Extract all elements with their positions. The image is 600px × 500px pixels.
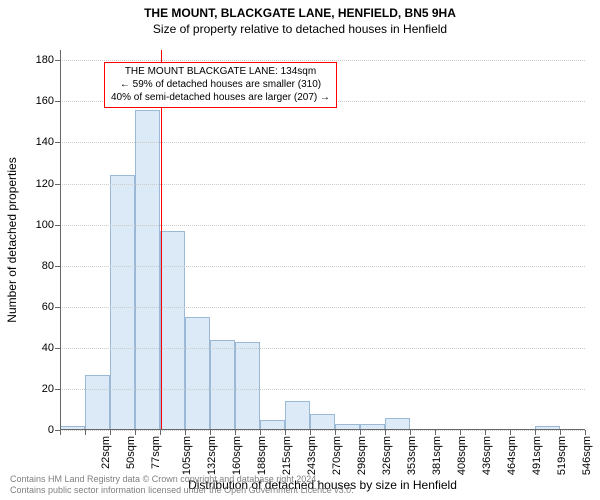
- bar: [285, 401, 310, 430]
- x-tick-mark: [85, 430, 86, 435]
- y-tick-label: 0: [48, 424, 60, 436]
- x-tick-mark: [135, 430, 136, 435]
- x-tick-label: 50sqm: [125, 436, 137, 469]
- bar: [135, 110, 160, 430]
- x-tick-label: 77sqm: [150, 436, 162, 469]
- x-tick-mark: [435, 430, 436, 435]
- x-tick-mark: [110, 430, 111, 435]
- y-tick-label: 80: [42, 260, 60, 272]
- x-tick-mark: [185, 430, 186, 435]
- x-tick-label: 353sqm: [406, 436, 418, 475]
- bar: [210, 340, 235, 430]
- bar: [310, 414, 335, 430]
- gridline: [60, 430, 585, 431]
- plot-region: THE MOUNT BLACKGATE LANE: 134sqm ← 59% o…: [60, 50, 585, 430]
- x-tick-label: 132sqm: [206, 436, 218, 475]
- x-tick-mark: [385, 430, 386, 435]
- bar: [85, 375, 110, 430]
- y-tick-label: 180: [36, 54, 60, 66]
- bar: [110, 175, 135, 430]
- x-tick-label: 160sqm: [231, 436, 243, 475]
- x-tick-label: 436sqm: [481, 436, 493, 475]
- gridline: [60, 225, 585, 226]
- x-tick-mark: [510, 430, 511, 435]
- x-tick-mark: [485, 430, 486, 435]
- chart-title: THE MOUNT, BLACKGATE LANE, HENFIELD, BN5…: [0, 0, 600, 21]
- x-tick-mark: [235, 430, 236, 435]
- x-tick-mark: [585, 430, 586, 435]
- x-tick-label: 464sqm: [506, 436, 518, 475]
- x-tick-label: 408sqm: [456, 436, 468, 475]
- x-tick-mark: [410, 430, 411, 435]
- y-tick-label: 100: [36, 219, 60, 231]
- y-axis-label: Number of detached properties: [5, 157, 19, 322]
- x-axis: [60, 429, 585, 430]
- x-tick-label: 243sqm: [306, 436, 318, 475]
- y-tick-label: 40: [42, 342, 60, 354]
- chart-area: THE MOUNT BLACKGATE LANE: 134sqm ← 59% o…: [60, 50, 585, 430]
- x-tick-label: 105sqm: [181, 436, 193, 475]
- y-tick-label: 120: [36, 178, 60, 190]
- x-tick-mark: [460, 430, 461, 435]
- y-tick-label: 160: [36, 95, 60, 107]
- bar: [185, 317, 210, 430]
- annotation-line-1: ← 59% of detached houses are smaller (31…: [111, 79, 330, 92]
- annotation-line-2: 40% of semi-detached houses are larger (…: [111, 92, 330, 105]
- x-tick-mark: [310, 430, 311, 435]
- x-tick-label: 519sqm: [556, 436, 568, 475]
- annotation-line-0: THE MOUNT BLACKGATE LANE: 134sqm: [111, 66, 330, 79]
- gridline: [60, 266, 585, 267]
- x-tick-label: 546sqm: [581, 436, 593, 475]
- bar: [235, 342, 260, 430]
- x-tick-mark: [60, 430, 61, 435]
- copyright: Contains HM Land Registry data © Crown c…: [10, 474, 354, 497]
- gridline: [60, 389, 585, 390]
- copyright-line2: Contains public sector information licen…: [10, 485, 354, 495]
- x-tick-label: 270sqm: [331, 436, 343, 475]
- x-tick-mark: [335, 430, 336, 435]
- x-tick-mark: [160, 430, 161, 435]
- copyright-line1: Contains HM Land Registry data © Crown c…: [10, 474, 319, 484]
- x-tick-label: 188sqm: [256, 436, 268, 475]
- y-tick-label: 20: [42, 383, 60, 395]
- x-tick-label: 326sqm: [381, 436, 393, 475]
- bar: [160, 231, 185, 430]
- x-tick-mark: [560, 430, 561, 435]
- gridline: [60, 348, 585, 349]
- x-tick-mark: [210, 430, 211, 435]
- gridline: [60, 184, 585, 185]
- x-tick-label: 215sqm: [281, 436, 293, 475]
- figure: { "title": { "line1": "THE MOUNT, BLACKG…: [0, 0, 600, 500]
- x-tick-mark: [285, 430, 286, 435]
- x-tick-label: 298sqm: [356, 436, 368, 475]
- x-tick-mark: [260, 430, 261, 435]
- x-tick-label: 22sqm: [100, 436, 112, 469]
- x-tick-label: 491sqm: [531, 436, 543, 475]
- y-tick-label: 60: [42, 301, 60, 313]
- chart-title-line1: THE MOUNT, BLACKGATE LANE, HENFIELD, BN5…: [0, 6, 600, 21]
- annotation-box: THE MOUNT BLACKGATE LANE: 134sqm ← 59% o…: [104, 62, 337, 108]
- y-tick-label: 140: [36, 136, 60, 148]
- gridline: [60, 307, 585, 308]
- chart-subtitle: Size of property relative to detached ho…: [0, 22, 600, 36]
- x-tick-mark: [535, 430, 536, 435]
- x-tick-label: 381sqm: [431, 436, 443, 475]
- y-axis: [60, 50, 61, 430]
- gridline: [60, 142, 585, 143]
- x-tick-mark: [360, 430, 361, 435]
